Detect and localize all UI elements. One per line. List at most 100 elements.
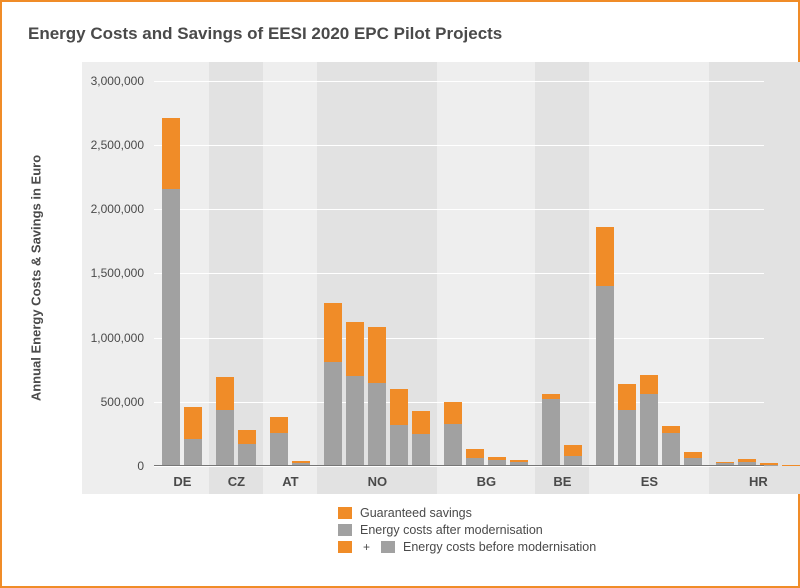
bar-segment-after (162, 189, 180, 466)
bar-segment-after (596, 286, 614, 466)
swatch-grey-icon (381, 541, 395, 553)
grid-line (154, 338, 764, 339)
bar (444, 402, 462, 466)
legend-item-before: + Energy costs before modernisation (338, 540, 772, 554)
bar-segment-after (412, 434, 430, 466)
bar-segment-savings (390, 389, 408, 425)
bar-segment-savings (368, 327, 386, 382)
grid-line (154, 273, 764, 274)
legend-item-savings: Guaranteed savings (338, 506, 772, 520)
x-axis-label: ES (641, 474, 658, 489)
bar-segment-savings (662, 426, 680, 432)
bar-segment-after (324, 362, 342, 466)
bar (542, 394, 560, 466)
bar-segment-savings (716, 462, 734, 464)
x-axis-label: BE (553, 474, 571, 489)
legend: Guaranteed savings Energy costs after mo… (338, 506, 772, 554)
grid-line (154, 145, 764, 146)
bar-segment-after (444, 424, 462, 466)
legend-label: Guaranteed savings (360, 506, 472, 520)
bar-segment-after (238, 444, 256, 466)
bar-segment-savings (596, 227, 614, 286)
bar-segment-savings (738, 459, 756, 462)
plot-area (154, 68, 764, 466)
bar-segment-savings (444, 402, 462, 424)
bar (216, 377, 234, 466)
bar-segment-after (368, 383, 386, 466)
bar-segment-after (618, 410, 636, 466)
y-axis-title: Annual Energy Costs & Savings in Euro (29, 155, 44, 401)
plus-icon: + (360, 540, 373, 554)
legend-label: Energy costs before modernisation (403, 540, 596, 554)
bar (270, 417, 288, 466)
bar-segment-after (184, 439, 202, 466)
bar-segment-savings (510, 460, 528, 463)
bar-segment-after (346, 376, 364, 466)
bar (596, 227, 614, 466)
x-axis-label: HR (749, 474, 768, 489)
y-tick-label: 0 (82, 459, 150, 473)
bar (346, 322, 364, 466)
y-tick-label: 500,000 (82, 395, 150, 409)
bar-segment-after (640, 394, 658, 466)
bar-segment-savings (640, 375, 658, 394)
bar (390, 389, 408, 466)
chart-title: Energy Costs and Savings of EESI 2020 EP… (28, 24, 772, 44)
bar (662, 426, 680, 466)
group-band (709, 62, 800, 494)
bar (684, 452, 702, 466)
legend-item-after: Energy costs after modernisation (338, 523, 772, 537)
swatch-orange-icon (338, 541, 352, 553)
x-axis-labels: DECZATNOBGBEESHR (154, 466, 764, 494)
bar (324, 303, 342, 466)
bar-segment-savings (466, 449, 484, 458)
bar-segment-after (216, 410, 234, 466)
x-axis-label: BG (477, 474, 497, 489)
bar-segment-savings (216, 377, 234, 409)
bar (640, 375, 658, 466)
chart-frame: Energy Costs and Savings of EESI 2020 EP… (0, 0, 800, 588)
swatch-orange-icon (338, 507, 352, 519)
x-axis-label: CZ (228, 474, 245, 489)
bar (782, 465, 800, 466)
grid-line (154, 81, 764, 82)
bar-segment-after (662, 433, 680, 466)
bar-segment-savings (542, 394, 560, 399)
x-axis-label: NO (368, 474, 388, 489)
bar-segment-savings (270, 417, 288, 432)
y-tick-label: 3,000,000 (82, 74, 150, 88)
bar-segment-savings (184, 407, 202, 439)
bar-segment-savings (412, 411, 430, 434)
x-axis-label: AT (282, 474, 298, 489)
bar (162, 118, 180, 466)
bar (368, 327, 386, 466)
bar-segment-savings (162, 118, 180, 189)
bar-segment-savings (564, 445, 582, 455)
bar-segment-after (390, 425, 408, 466)
bar-segment-after (782, 465, 800, 466)
swatch-grey-icon (338, 524, 352, 536)
bar-segment-after (542, 399, 560, 466)
y-tick-label: 1,000,000 (82, 331, 150, 345)
bar-segment-savings (292, 461, 310, 464)
bar (412, 411, 430, 466)
chart-area: Annual Energy Costs & Savings in Euro 05… (82, 62, 772, 494)
bar-segment-savings (324, 303, 342, 362)
bar (184, 407, 202, 466)
bar-segment-savings (782, 465, 800, 466)
bar-segment-savings (346, 322, 364, 376)
bar (238, 430, 256, 466)
bar-segment-savings (238, 430, 256, 444)
bar-segment-savings (618, 384, 636, 410)
grid-line (154, 209, 764, 210)
x-axis-label: DE (173, 474, 191, 489)
bar (564, 445, 582, 466)
y-tick-label: 2,000,000 (82, 202, 150, 216)
legend-label: Energy costs after modernisation (360, 523, 543, 537)
bar (618, 384, 636, 466)
y-tick-label: 1,500,000 (82, 266, 150, 280)
y-tick-label: 2,500,000 (82, 138, 150, 152)
bar-segment-savings (488, 457, 506, 460)
bar-segment-savings (684, 452, 702, 458)
bar (466, 449, 484, 466)
